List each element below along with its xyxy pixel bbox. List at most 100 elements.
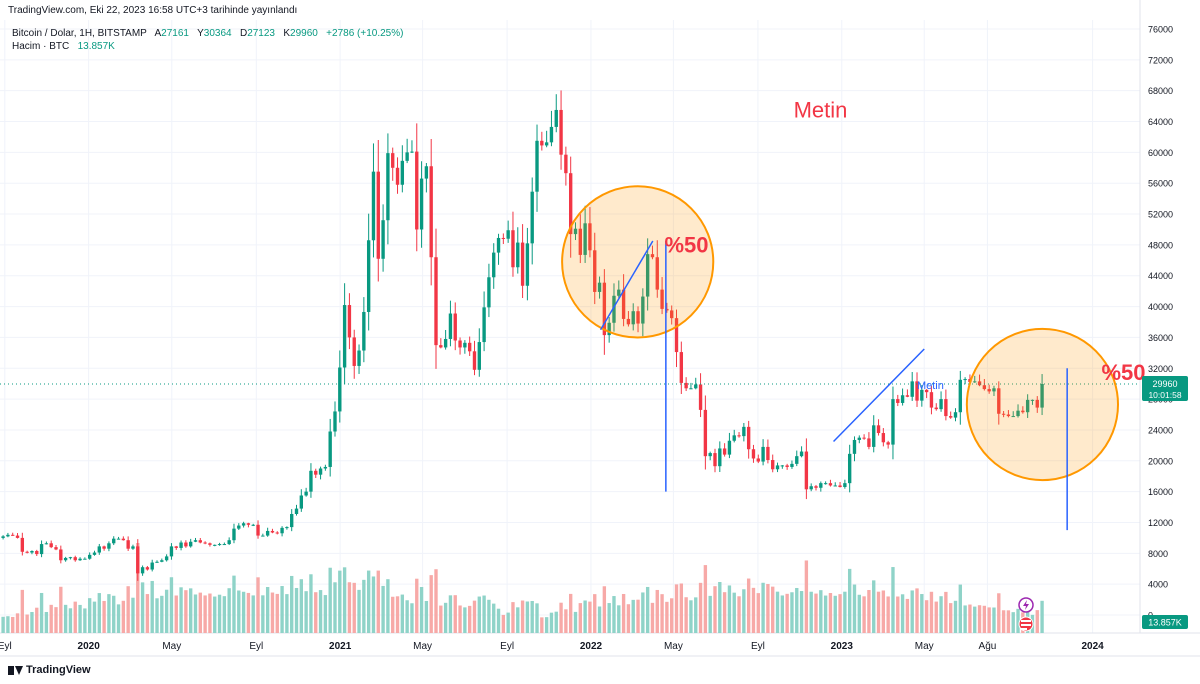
candle [49,540,53,549]
economic-event-flag-icon[interactable] [1018,616,1034,632]
volume-bar [881,590,886,633]
volume-bar [597,606,602,633]
candle [299,489,304,512]
candle-body [732,435,736,441]
candle-body [684,382,688,389]
text-annotation-percent[interactable]: %50 [664,233,708,258]
text-annotation-percent[interactable]: %50 [1101,360,1145,385]
candle-body [992,388,996,392]
candle [506,220,510,243]
volume-bar [395,596,400,633]
candle [636,306,640,333]
candle [256,520,260,539]
volume-tag-value: 13.857K [1148,618,1182,628]
volume-bar [645,586,650,633]
candle [949,411,953,419]
candle-body [342,305,347,368]
volume-bar [366,570,371,633]
volume-bar [732,592,736,633]
candle [453,302,457,351]
text-annotation-metin[interactable]: Metin [794,98,848,123]
candle-body [477,342,481,370]
candle-body [395,167,400,185]
candle [982,378,987,391]
candle-body [833,485,837,487]
candle [867,432,871,450]
volume-bar [323,595,328,633]
candle-body [953,412,958,418]
candle [804,438,809,500]
candle [376,139,380,282]
candle-body [910,381,914,397]
candle-body [713,453,717,467]
candle [713,448,717,473]
circle-drawing[interactable] [965,327,1120,482]
candle-body [949,416,953,418]
price-axis[interactable]: 0400080001200016000200002400028000320003… [1148,25,1173,621]
volume-bar [650,602,655,633]
candle [670,305,674,325]
candle-body [1040,383,1044,408]
volume-bar [977,605,982,633]
volume-bar [487,599,491,633]
y-tick-label: 52000 [1148,210,1173,220]
volume-bar [328,567,332,633]
candle-body [294,508,299,514]
candle-body [203,542,207,544]
circle-drawing[interactable] [561,185,715,339]
tradingview-logo[interactable]: TradingView [8,664,91,676]
candle-body [208,543,212,545]
legend-high: 30364 [203,28,232,39]
candle-body [184,542,188,547]
candle-body [588,223,592,251]
volume-bar [140,582,145,633]
volume-bar [708,595,712,633]
x-tick-label: Eyl [249,641,263,652]
volume-bar [593,594,597,633]
candle-body [722,448,727,455]
candle [275,531,279,535]
candle-body [25,551,29,553]
candle-body [751,449,756,459]
candle [97,543,101,555]
volume-bar [939,596,943,633]
drawings[interactable]: Metin %50 %50 Metin [561,98,1146,531]
candle-body [535,140,539,192]
candle-body [641,296,645,324]
volume-bar [549,612,554,633]
candle-body [516,242,520,268]
candle [112,536,116,546]
volume-bar [727,585,732,633]
candle [569,156,573,258]
candle [63,556,68,562]
volume-bar [949,603,953,633]
candle-body [11,534,15,536]
volume-bar [381,585,385,633]
candle [352,329,356,379]
candle-body [997,388,1001,414]
time-axis[interactable]: Eyl 2020 May Eyl 2021 May Eyl 2022 May Eyl 2023 May… [0,641,1104,652]
candle-body [87,554,92,559]
candle [261,533,265,537]
candle [872,415,876,453]
volume-bar [1016,608,1020,633]
volume-bar [405,600,409,633]
trend-line[interactable] [832,348,925,443]
text-annotation-metin[interactable]: Metin [917,380,944,392]
lightning-event-icon[interactable] [1018,597,1034,613]
volume-bar [934,601,938,633]
candle [905,389,910,398]
candle-body [78,558,82,561]
candle [68,556,73,560]
volume-bar [434,569,438,633]
candle [400,145,405,193]
candle-body [232,528,236,541]
candle [703,395,708,470]
volume-bar [280,586,284,633]
candle-series [1,90,1044,581]
trend-line[interactable] [599,240,654,331]
volume-bar [973,606,977,633]
candle-body [83,558,87,560]
candle-body [237,525,241,529]
